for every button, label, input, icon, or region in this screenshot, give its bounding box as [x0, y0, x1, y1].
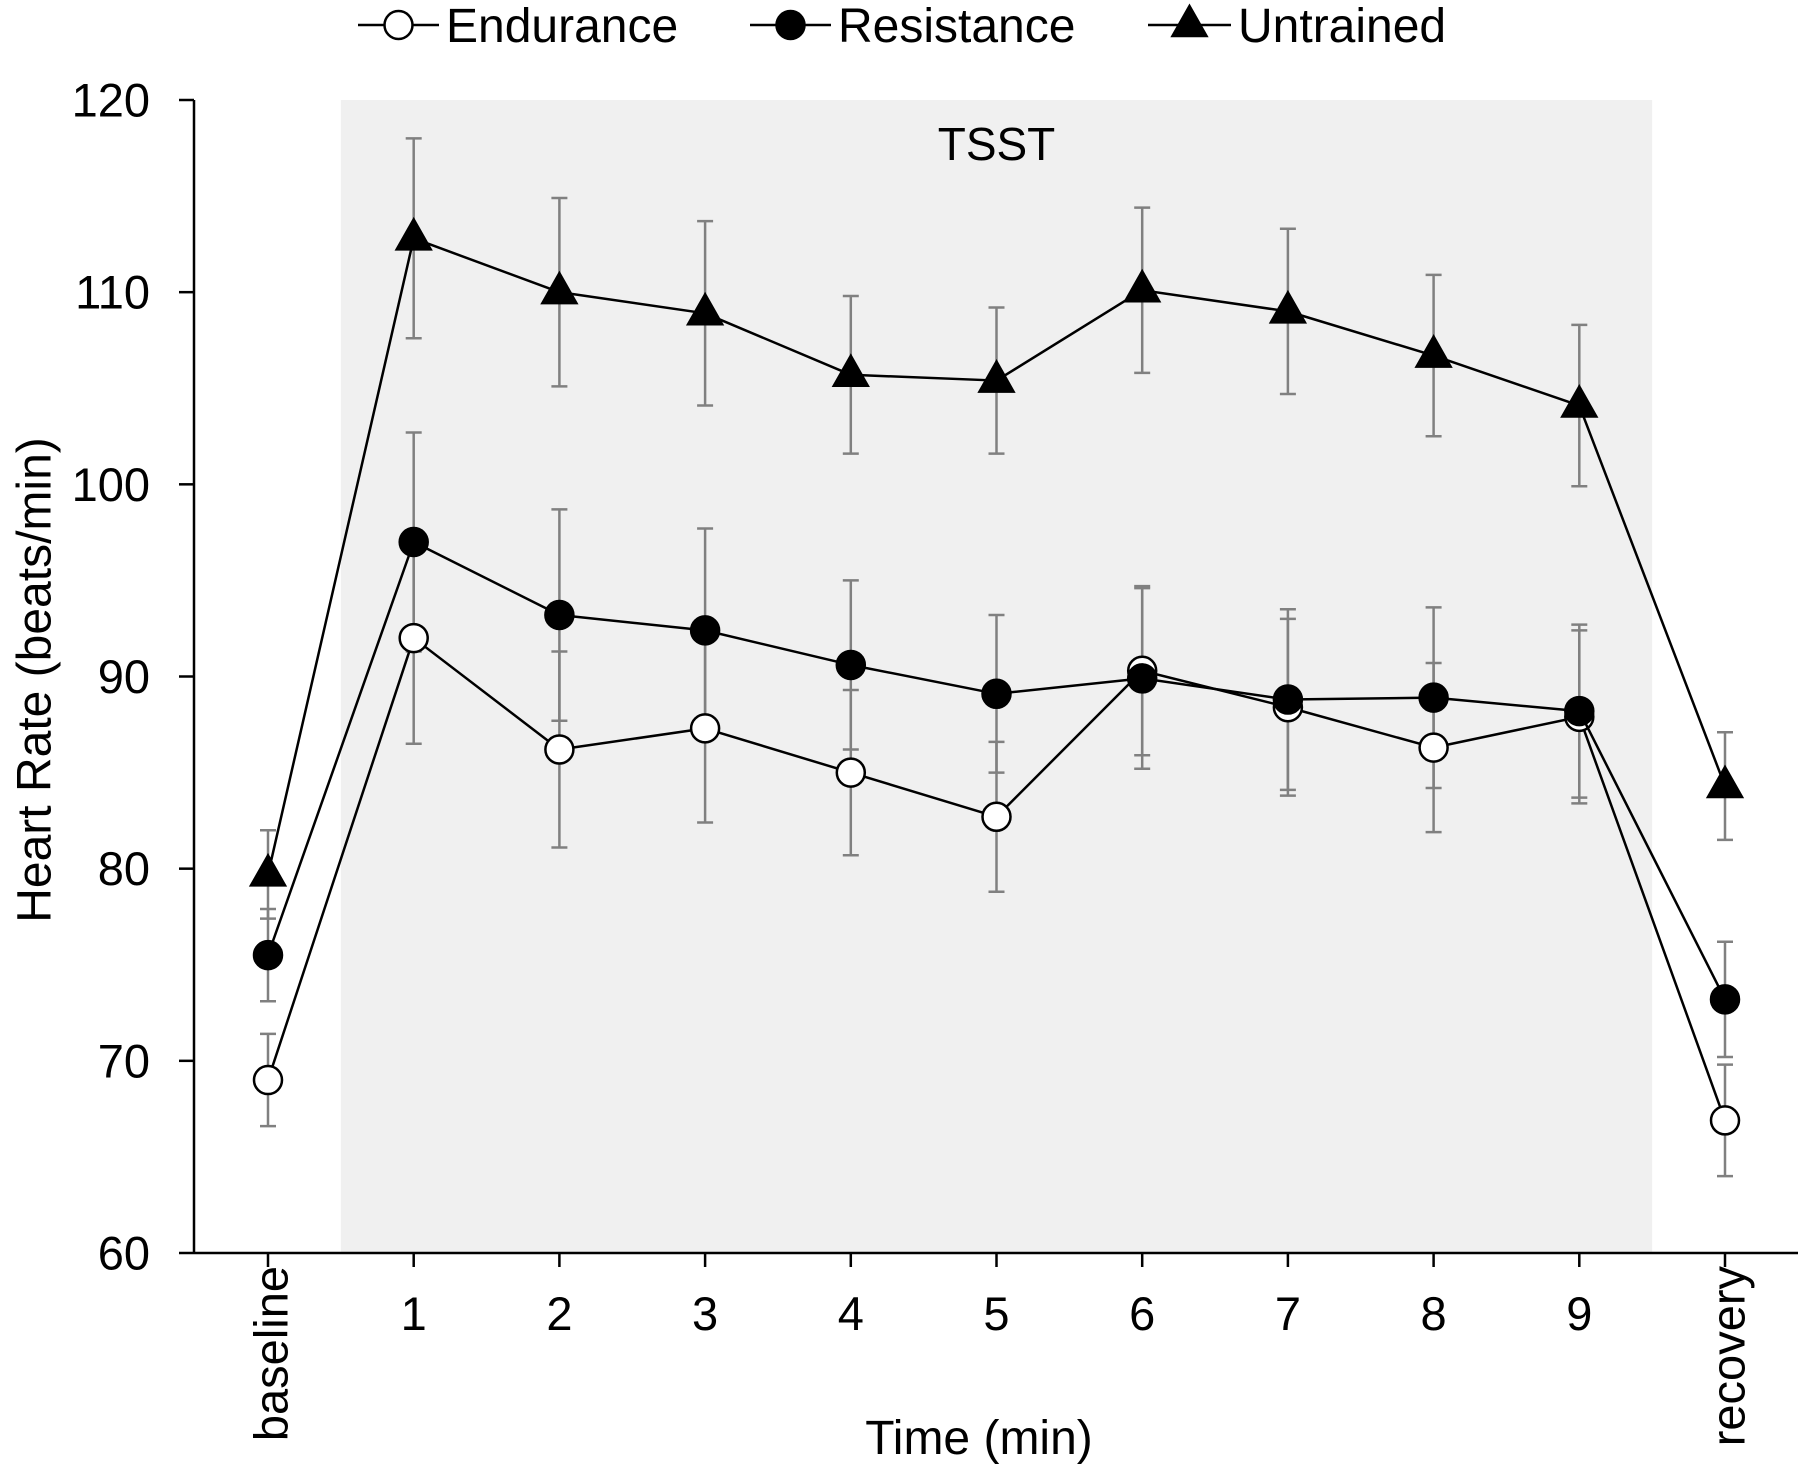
legend-label-endurance: Endurance [446, 0, 678, 53]
endurance-point-4 [835, 757, 867, 788]
x-tick-label-baseline: baseline [245, 1266, 298, 1441]
endurance-point-5 [981, 801, 1012, 833]
legend-marker-resistance [775, 9, 806, 41]
x-tick-label: 9 [1566, 1287, 1592, 1340]
untrained-point-9 [1560, 384, 1599, 418]
legend-label-untrained: Untrained [1238, 0, 1446, 53]
endurance-point-1 [398, 622, 429, 654]
legend-marker-endurance [383, 9, 414, 41]
resistance-point-8 [1418, 682, 1449, 713]
endurance-point-baseline [252, 1064, 284, 1096]
untrained-point-8 [1414, 334, 1453, 368]
resistance-point-9 [1564, 695, 1595, 727]
resistance-point-baseline [252, 939, 284, 971]
resistance-point-recovery [1709, 984, 1741, 1015]
legend-marker-untrained [1170, 3, 1209, 38]
untrained-point-5 [977, 359, 1016, 393]
resistance-point-2 [544, 599, 575, 631]
resistance-point-7 [1272, 684, 1304, 715]
x-tick-label: 8 [1421, 1287, 1447, 1340]
legend-item-resistance: Resistance [750, 0, 1075, 53]
resistance-point-6 [1126, 663, 1158, 694]
series-layer [248, 216, 1745, 1136]
untrained-point-6 [1123, 268, 1162, 303]
resistance-point-3 [689, 615, 721, 646]
endurance-point-2 [544, 734, 575, 765]
y-tick-label: 60 [98, 1227, 150, 1280]
untrained-point-baseline [248, 852, 288, 887]
x-tick-label: 7 [1275, 1287, 1301, 1340]
endurance-point-recovery [1709, 1105, 1741, 1136]
x-tick-label: 3 [692, 1287, 718, 1340]
x-tick-label: 5 [983, 1287, 1009, 1340]
y-axis-title: Heart Rate (beats/min) [9, 437, 62, 923]
endurance-point-3 [689, 713, 721, 744]
y-tick-label: 120 [72, 74, 150, 127]
x-tick-label: 2 [546, 1287, 572, 1340]
x-tick-label: 1 [401, 1287, 427, 1340]
untrained-point-1 [394, 216, 433, 251]
legend-label-resistance: Resistance [838, 0, 1075, 53]
untrained-point-4 [831, 353, 870, 388]
untrained-point-7 [1268, 289, 1308, 324]
x-axis-title: Time (min) [865, 1412, 1093, 1465]
resistance-series [252, 526, 1741, 1015]
legend-item-endurance: Endurance [358, 0, 678, 53]
legend: Endurance Resistance Untrained [358, 0, 1446, 53]
axes-layer: 60 70 80 90 100 110 120 baseline 1 2 3 4 5 6 7 8 9 recove… [72, 74, 1798, 1447]
untrained-series [248, 216, 1745, 887]
x-tick-label: 4 [838, 1287, 864, 1340]
y-tick-label: 70 [98, 1034, 150, 1087]
x-tick-label-recovery: recovery [1702, 1266, 1755, 1447]
y-tick-label: 80 [98, 842, 150, 895]
untrained-point-recovery [1705, 764, 1745, 799]
untrained-point-2 [540, 270, 579, 305]
resistance-point-4 [835, 649, 867, 681]
resistance-point-5 [981, 678, 1012, 710]
x-tick-label: 6 [1129, 1287, 1155, 1340]
untrained-point-3 [685, 291, 725, 326]
tsst-annotation: TSST [938, 118, 1056, 170]
y-tick-label: 90 [98, 650, 150, 703]
endurance-point-8 [1418, 732, 1449, 763]
legend-item-untrained: Untrained [1148, 0, 1446, 53]
y-tick-label: 100 [72, 458, 150, 511]
y-tick-label: 110 [75, 266, 150, 319]
resistance-point-1 [398, 526, 429, 558]
